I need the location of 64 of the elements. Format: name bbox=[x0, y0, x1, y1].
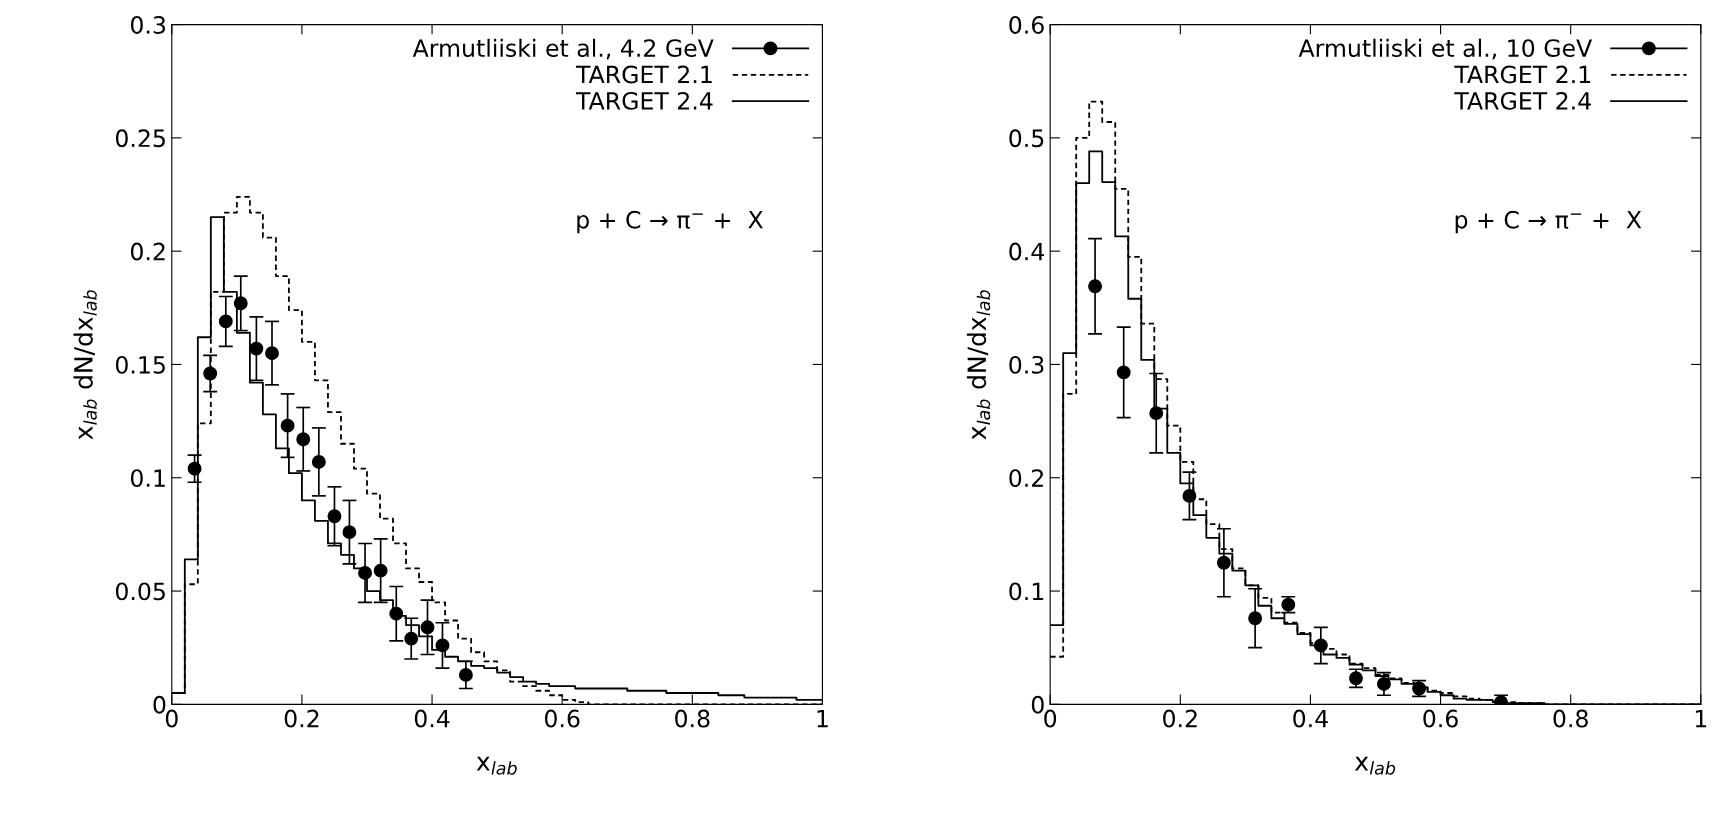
y-tick-label: 0.5 bbox=[1009, 129, 1044, 148]
point bbox=[187, 461, 202, 476]
point bbox=[1182, 488, 1197, 503]
point bbox=[1116, 365, 1131, 380]
x-tick-label: 0.8 bbox=[675, 709, 710, 728]
y-tick-label: 0 bbox=[153, 695, 166, 714]
legend-label: TARGET 2.4 bbox=[575, 91, 713, 110]
x-tick-label: 0 bbox=[165, 709, 178, 728]
point bbox=[265, 346, 279, 361]
y-axis-title: x$_{lab}$ dN/dx$_{lab}$ bbox=[966, 290, 991, 440]
annotation: p + C → π$^{−}$ + X bbox=[577, 210, 763, 234]
point bbox=[1313, 638, 1328, 653]
point bbox=[311, 454, 326, 469]
point bbox=[1149, 406, 1164, 421]
legend-label: TARGET 2.1 bbox=[1454, 65, 1591, 84]
point bbox=[420, 620, 435, 635]
point bbox=[342, 525, 357, 540]
point bbox=[218, 314, 233, 329]
y-tick-label: 0.25 bbox=[115, 129, 165, 148]
x-axis-title: x$_{lab}$ bbox=[476, 756, 517, 775]
x-tick-label: 0.2 bbox=[284, 709, 319, 728]
point bbox=[249, 341, 264, 356]
point bbox=[435, 638, 450, 653]
point bbox=[389, 606, 404, 621]
point bbox=[458, 667, 473, 682]
point bbox=[404, 631, 419, 646]
x-tick-label: 1 bbox=[817, 709, 828, 728]
y-tick-label: 0.3 bbox=[1009, 355, 1044, 374]
point bbox=[233, 296, 248, 311]
point bbox=[358, 565, 372, 580]
y-axis-title: x$_{lab}$ dN/dx$_{lab}$ bbox=[73, 290, 97, 440]
legend-label: TARGET 2.4 bbox=[1454, 91, 1591, 110]
point bbox=[373, 563, 388, 578]
point bbox=[280, 418, 295, 433]
y-tick-label: 0 bbox=[1031, 695, 1044, 714]
x-tick-label: 0 bbox=[1044, 709, 1057, 728]
legend-label: Armutliiski et al., 4.2 GeV bbox=[412, 38, 714, 60]
x-tick-label: 0.6 bbox=[1423, 709, 1458, 728]
x-tick-label: 1 bbox=[1695, 709, 1707, 728]
annotation: p + C → π$^{−}$ + X bbox=[1455, 210, 1642, 234]
x-tick-label: 0.8 bbox=[1553, 709, 1588, 728]
y-tick-label: 0.6 bbox=[1009, 16, 1044, 34]
x-axis-title: x$_{lab}$ bbox=[1354, 756, 1396, 775]
y-tick-label: 0.15 bbox=[115, 355, 165, 374]
y-tick-label: 0.4 bbox=[1009, 242, 1044, 261]
point bbox=[296, 432, 311, 447]
y-tick-label: 0.05 bbox=[115, 582, 165, 601]
y-tick-label: 0.1 bbox=[130, 469, 165, 488]
legend-label: Armutliiski et al., 10 GeV bbox=[1298, 38, 1593, 60]
x-tick-label: 0.2 bbox=[1163, 709, 1197, 728]
x-tick-label: 0.6 bbox=[544, 709, 580, 728]
point bbox=[1216, 555, 1231, 570]
y-tick-label: 0.2 bbox=[130, 242, 165, 261]
y-tick-label: 0.3 bbox=[130, 16, 166, 34]
x-tick-label: 0.4 bbox=[1293, 709, 1328, 728]
legend-label: TARGET 2.1 bbox=[575, 65, 712, 84]
y-tick-label: 0.1 bbox=[1009, 582, 1044, 601]
point bbox=[327, 509, 342, 524]
x-tick-label: 0.4 bbox=[414, 709, 450, 728]
point bbox=[1248, 611, 1263, 626]
point bbox=[1377, 677, 1391, 691]
y-tick-label: 0.2 bbox=[1009, 469, 1043, 488]
point bbox=[1088, 279, 1103, 294]
point bbox=[203, 366, 218, 381]
